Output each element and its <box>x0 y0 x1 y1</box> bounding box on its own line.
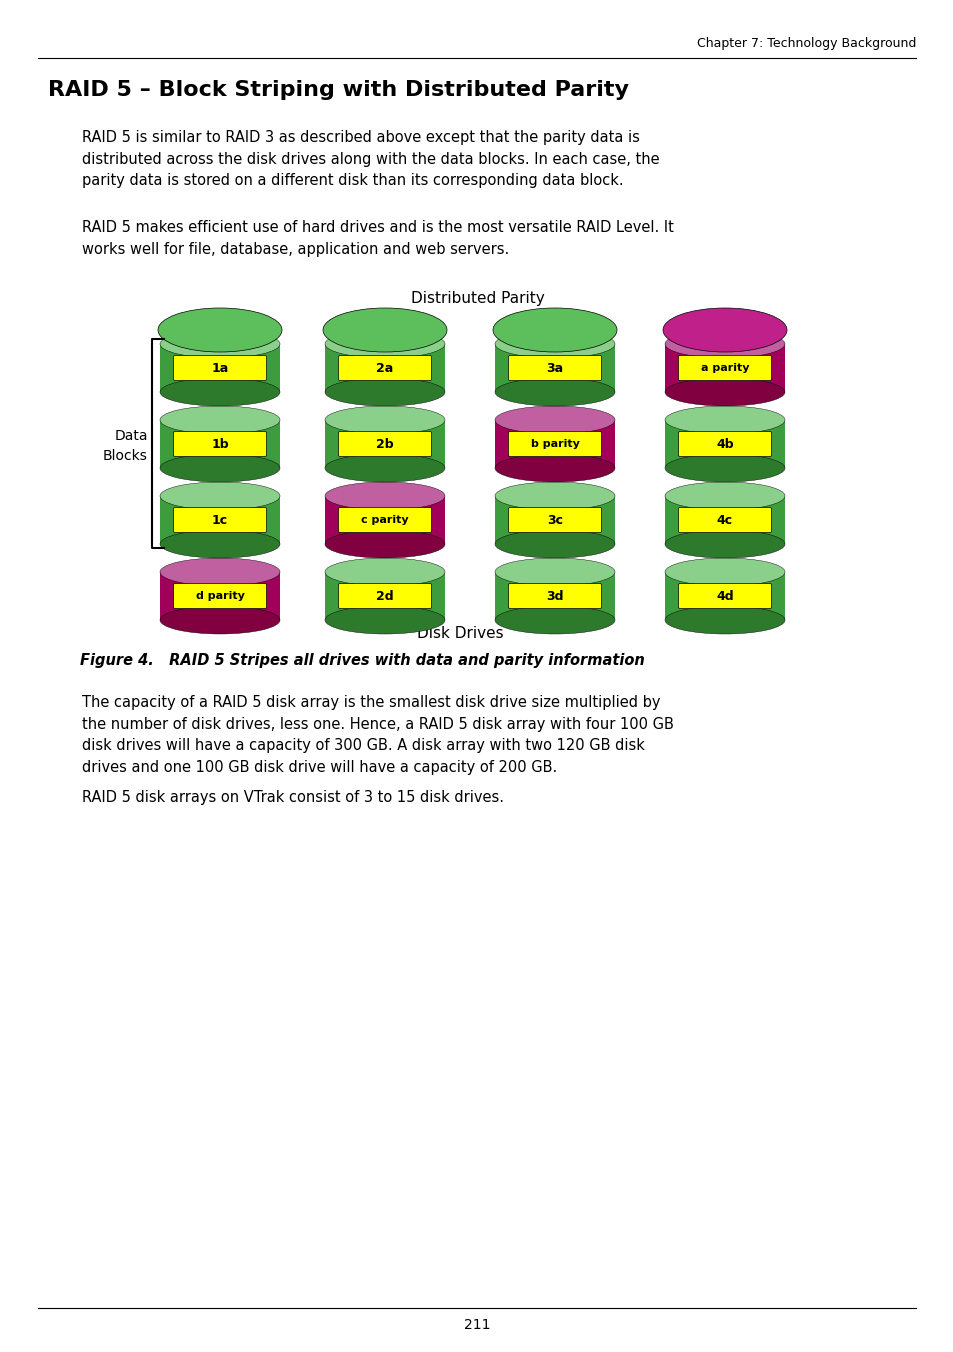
Text: 1a: 1a <box>212 361 229 375</box>
Text: 3c: 3c <box>546 514 562 526</box>
Bar <box>160 496 280 544</box>
Text: 1b: 1b <box>211 438 229 450</box>
Ellipse shape <box>495 558 615 585</box>
FancyBboxPatch shape <box>173 507 266 533</box>
FancyBboxPatch shape <box>508 584 601 608</box>
Ellipse shape <box>495 606 615 634</box>
Ellipse shape <box>325 454 444 483</box>
Ellipse shape <box>160 406 280 434</box>
Text: The capacity of a RAID 5 disk array is the smallest disk drive size multiplied b: The capacity of a RAID 5 disk array is t… <box>82 695 673 775</box>
Text: 3d: 3d <box>546 589 563 603</box>
Text: Data: Data <box>114 429 148 442</box>
Ellipse shape <box>160 483 280 510</box>
Ellipse shape <box>495 483 615 510</box>
Text: 2d: 2d <box>375 589 394 603</box>
Ellipse shape <box>158 308 282 352</box>
Bar <box>495 420 615 468</box>
Text: d parity: d parity <box>195 591 244 602</box>
Text: Distributed Parity: Distributed Parity <box>411 291 544 306</box>
Bar <box>160 572 280 621</box>
Ellipse shape <box>325 379 444 406</box>
Ellipse shape <box>495 379 615 406</box>
Bar <box>664 572 784 621</box>
FancyBboxPatch shape <box>173 584 266 608</box>
Text: Chapter 7: Technology Background: Chapter 7: Technology Background <box>696 38 915 50</box>
Bar <box>664 343 784 392</box>
FancyBboxPatch shape <box>678 431 771 457</box>
Text: 2b: 2b <box>375 438 394 450</box>
Ellipse shape <box>325 606 444 634</box>
Ellipse shape <box>325 558 444 585</box>
Ellipse shape <box>160 379 280 406</box>
Ellipse shape <box>664 406 784 434</box>
FancyBboxPatch shape <box>173 356 266 380</box>
Bar <box>664 496 784 544</box>
Ellipse shape <box>664 558 784 585</box>
Bar <box>495 343 615 392</box>
Text: Figure 4.   RAID 5 Stripes all drives with data and parity information: Figure 4. RAID 5 Stripes all drives with… <box>80 653 644 668</box>
Text: RAID 5 disk arrays on VTrak consist of 3 to 15 disk drives.: RAID 5 disk arrays on VTrak consist of 3… <box>82 790 503 804</box>
Ellipse shape <box>495 454 615 483</box>
Bar <box>664 420 784 468</box>
Ellipse shape <box>495 406 615 434</box>
FancyBboxPatch shape <box>338 431 431 457</box>
Ellipse shape <box>160 606 280 634</box>
Ellipse shape <box>325 530 444 558</box>
Ellipse shape <box>664 606 784 634</box>
Text: 3a: 3a <box>546 361 563 375</box>
Text: RAID 5 – Block Striping with Distributed Parity: RAID 5 – Block Striping with Distributed… <box>48 80 628 100</box>
Ellipse shape <box>495 530 615 558</box>
Bar <box>325 343 444 392</box>
Ellipse shape <box>664 530 784 558</box>
Ellipse shape <box>325 406 444 434</box>
Ellipse shape <box>325 483 444 510</box>
Text: 4c: 4c <box>717 514 732 526</box>
Text: 4d: 4d <box>716 589 733 603</box>
FancyBboxPatch shape <box>508 507 601 533</box>
Text: a parity: a parity <box>700 362 748 373</box>
Ellipse shape <box>160 330 280 358</box>
Ellipse shape <box>325 330 444 358</box>
Bar <box>325 496 444 544</box>
Text: 2a: 2a <box>376 361 394 375</box>
FancyBboxPatch shape <box>508 356 601 380</box>
Bar <box>325 420 444 468</box>
Ellipse shape <box>662 308 786 352</box>
Text: b parity: b parity <box>530 439 578 449</box>
Ellipse shape <box>160 454 280 483</box>
Text: 211: 211 <box>463 1318 490 1332</box>
Text: RAID 5 is similar to RAID 3 as described above except that the parity data is
di: RAID 5 is similar to RAID 3 as described… <box>82 130 659 188</box>
Ellipse shape <box>160 558 280 585</box>
FancyBboxPatch shape <box>338 507 431 533</box>
Text: RAID 5 makes efficient use of hard drives and is the most versatile RAID Level. : RAID 5 makes efficient use of hard drive… <box>82 220 673 257</box>
FancyBboxPatch shape <box>678 356 771 380</box>
Text: c parity: c parity <box>361 515 409 525</box>
FancyBboxPatch shape <box>678 584 771 608</box>
Bar <box>325 572 444 621</box>
Ellipse shape <box>493 308 617 352</box>
Bar <box>160 343 280 392</box>
FancyBboxPatch shape <box>678 507 771 533</box>
Text: 4b: 4b <box>716 438 733 450</box>
FancyBboxPatch shape <box>508 431 601 457</box>
Ellipse shape <box>664 379 784 406</box>
FancyBboxPatch shape <box>173 431 266 457</box>
Bar <box>495 572 615 621</box>
FancyBboxPatch shape <box>338 584 431 608</box>
Text: Disk Drives: Disk Drives <box>416 626 503 641</box>
Ellipse shape <box>664 330 784 358</box>
Bar <box>495 496 615 544</box>
Ellipse shape <box>664 483 784 510</box>
Ellipse shape <box>664 454 784 483</box>
Text: 1c: 1c <box>212 514 228 526</box>
Ellipse shape <box>160 530 280 558</box>
Text: Blocks: Blocks <box>103 449 148 462</box>
Ellipse shape <box>495 330 615 358</box>
Bar <box>160 420 280 468</box>
Ellipse shape <box>323 308 447 352</box>
FancyBboxPatch shape <box>338 356 431 380</box>
